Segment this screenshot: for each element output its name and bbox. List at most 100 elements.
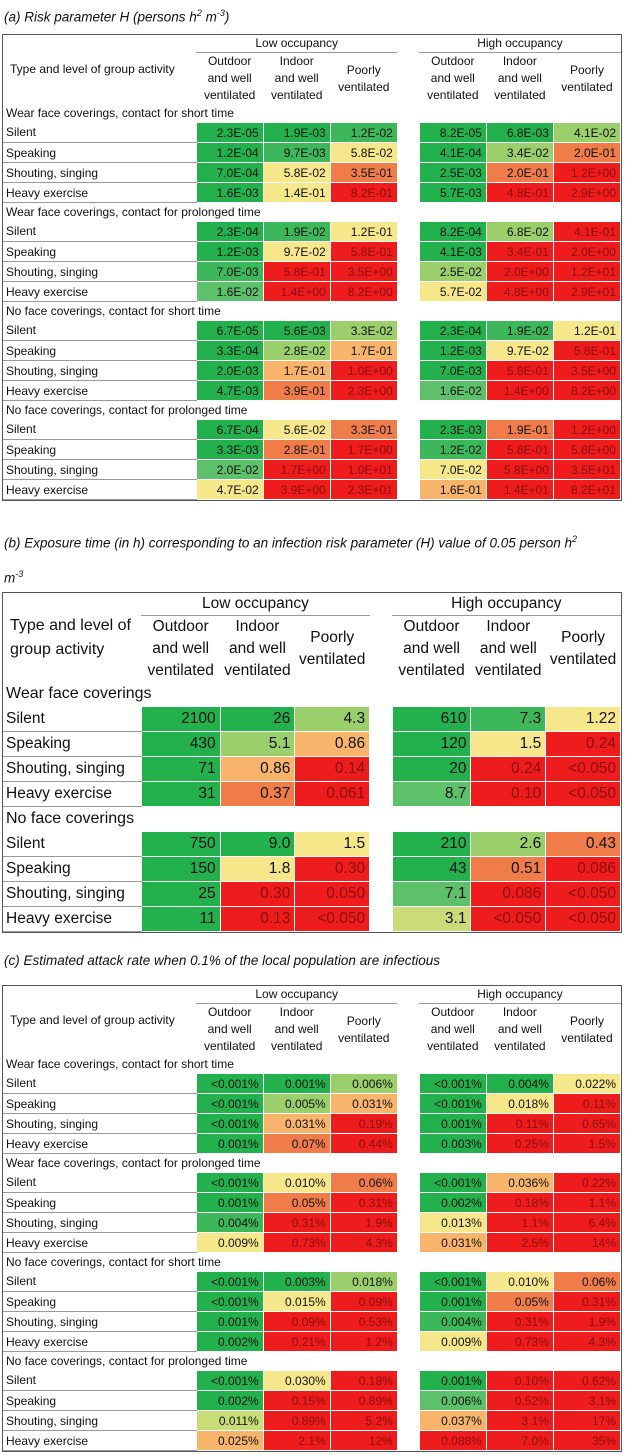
- heatmap-cell: 1.9E-02: [485, 320, 554, 341]
- heatmap-cell: 3.1: [391, 906, 472, 932]
- heatmap-cell: 3.4E-02: [485, 142, 554, 163]
- heatmap-cell: 0.24: [545, 731, 621, 757]
- heatmap-cell: 1.4E+01: [485, 479, 554, 500]
- heatmap-cell: 0.06%: [329, 1172, 398, 1193]
- row-label: Silent: [3, 320, 197, 341]
- heatmap-cell: 5.6E-02: [262, 419, 331, 440]
- heatmap-cell: 430: [140, 731, 221, 757]
- column-gap: [397, 183, 419, 203]
- row-label: Speaking: [3, 731, 142, 757]
- heatmap-cell: 0.002%: [418, 1192, 487, 1213]
- heatmap-cell: 0.73%: [262, 1232, 331, 1253]
- heatmap-cell: 8.2E-01: [329, 182, 398, 203]
- heatmap-cell: 1.6E-01: [418, 479, 487, 500]
- row-label: Silent: [3, 1073, 197, 1094]
- caption-c-text: (c) Estimated attack rate when 0.1% of t…: [4, 953, 440, 968]
- row-label: Speaking: [3, 340, 197, 361]
- heatmap-cell: 0.025%: [195, 1430, 264, 1451]
- row-label: Speaking: [3, 142, 197, 163]
- high-col2-header: Indoor and well ventilated: [486, 1004, 553, 1056]
- column-gap: [397, 1134, 419, 1154]
- row-label: Heavy exercise: [3, 1232, 197, 1253]
- row-label: Silent: [3, 706, 142, 732]
- row-label: Shouting, singing: [3, 1212, 197, 1233]
- table-row: Heavy exercise 0.025% 2.1% 12% 0.088% 7.0% 35%: [3, 1430, 622, 1451]
- row-label: Shouting, singing: [3, 1311, 197, 1332]
- column-gap: [397, 222, 419, 242]
- heatmap-cell: 2.3E+00: [329, 380, 398, 401]
- heatmap-cell: 1.9E-02: [262, 221, 331, 242]
- column-gap: [397, 53, 419, 105]
- heatmap-cell: 0.001%: [418, 1291, 487, 1312]
- low-col2-header-line1: Indoor: [279, 1005, 314, 1019]
- heatmap-cell: 0.07%: [262, 1133, 331, 1154]
- heatmap-cell: <0.050: [294, 906, 371, 932]
- heatmap-cell: <0.001%: [418, 1073, 487, 1094]
- group-label: Wear face coverings: [6, 685, 152, 702]
- heatmap-cell: 5.8E-01: [262, 261, 331, 282]
- low-col2-header-line1: Indoor: [279, 54, 314, 68]
- table-row: Heavy exercise 0.001% 0.07% 0.44% 0.003% 0.25…: [3, 1133, 622, 1154]
- column-gap: [397, 262, 419, 282]
- heatmap-cell: <0.001%: [418, 1093, 487, 1114]
- heatmap-cell: 0.10%: [485, 1370, 554, 1391]
- heatmap-cell: 0.018%: [329, 1271, 398, 1292]
- heatmap-cell: 0.006%: [418, 1390, 487, 1411]
- heatmap-cell: <0.001%: [195, 1271, 264, 1292]
- heatmap-cell: 9.7E-03: [262, 142, 331, 163]
- column-gap: [397, 242, 419, 262]
- row-label: Shouting, singing: [3, 1113, 197, 1134]
- heatmap-cell: 1.7E-01: [262, 360, 331, 381]
- table-row: Shouting, singing 2.0E-03 1.7E-01 1.0E+00 7.…: [3, 360, 622, 381]
- low-occupancy-header: Low occupancy: [196, 35, 398, 53]
- heatmap-cell: <0.001%: [195, 1172, 264, 1193]
- row-label: Silent: [3, 419, 197, 440]
- table-row: Heavy exercise 0.002% 0.21% 1.2% 0.009% 0.73%…: [3, 1331, 622, 1352]
- heatmap-cell: 0.002%: [195, 1331, 264, 1352]
- low-col3-header-line2: ventilated: [299, 651, 366, 668]
- heatmap-cell: 0.004%: [418, 1311, 487, 1332]
- heatmap-cell: 9.0: [219, 831, 296, 857]
- low-col2-header-line3: ventilated: [224, 662, 291, 679]
- table-row: Heavy exercise 0.009% 0.73% 4.3% 0.031% 2.5% 1…: [3, 1232, 622, 1253]
- group-header-row: Wear face coverings, contact for prolong…: [3, 203, 621, 222]
- heatmap-cell: 1.22: [545, 706, 621, 732]
- column-gap: [397, 1173, 419, 1193]
- low-col1-header-line2: and well: [207, 71, 252, 85]
- heatmap-cell: 2.9E+00: [552, 182, 622, 203]
- heatmap-cell: 1.2E+00: [552, 162, 622, 183]
- column-gap: [397, 440, 419, 460]
- occupancy-header-row: Type and level of group activity Low occu…: [3, 35, 621, 76]
- risk-parameter-table: Type and level of group activity Low occu…: [2, 34, 622, 501]
- heatmap-cell: 0.24: [470, 756, 547, 782]
- occupancy-header-row: Type and level of group activity Low occu…: [3, 986, 621, 1027]
- activity-header-text: Type and level of group activity: [10, 62, 175, 76]
- heatmap-cell: 1.9%: [329, 1212, 398, 1233]
- column-gap: [370, 907, 393, 932]
- column-gap: [370, 757, 393, 782]
- column-gap: [397, 163, 419, 183]
- high-col2-header: Indoor and well ventilated: [486, 53, 553, 105]
- row-label: Shouting, singing: [3, 459, 197, 480]
- heatmap-cell: 0.061: [294, 781, 371, 807]
- heatmap-cell: 0.18%: [485, 1192, 554, 1213]
- high-col1-header: Outdoor and well ventilated: [419, 1004, 486, 1056]
- column-gap: [370, 593, 393, 616]
- heatmap-cell: 1.2E-02: [418, 439, 487, 460]
- heatmap-cell: 0.25%: [485, 1133, 554, 1154]
- heatmap-cell: 0.004%: [195, 1212, 264, 1233]
- column-gap: [397, 1391, 419, 1411]
- heatmap-cell: 0.21%: [262, 1331, 331, 1352]
- table-row: Heavy exercise 1.6E-02 1.4E+00 8.2E+00 5.7E-…: [3, 281, 622, 302]
- heatmap-cell: 0.51: [470, 856, 547, 882]
- heatmap-cell: 150: [140, 856, 221, 882]
- column-gap: [397, 1332, 419, 1352]
- column-gap: [397, 1094, 419, 1114]
- heatmap-cell: 1.4E+00: [485, 380, 554, 401]
- high-col2-header-line2: and well: [497, 71, 542, 85]
- heatmap-cell: 0.11%: [552, 1093, 622, 1114]
- heatmap-cell: 0.30: [294, 856, 371, 882]
- table-row: Silent 750 9.0 1.5 210 2.6 0.43: [3, 831, 621, 857]
- heatmap-cell: 0.005%: [262, 1093, 331, 1114]
- high-col3-header-line2: ventilated: [561, 1030, 613, 1045]
